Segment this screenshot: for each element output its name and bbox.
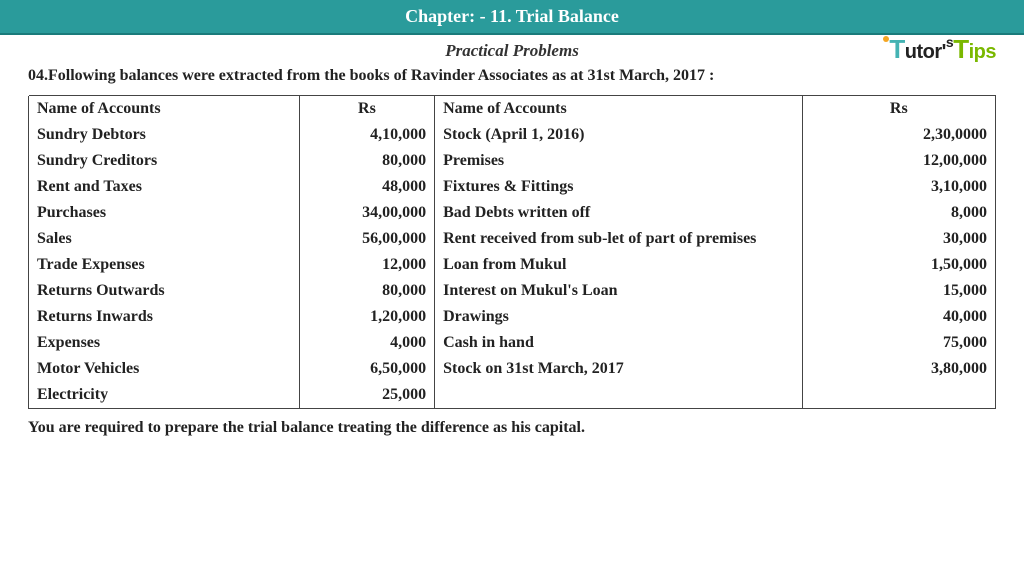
account-name-right: Loan from Mukul — [435, 252, 802, 278]
account-name-left: Returns Inwards — [29, 304, 300, 330]
account-value-left: 34,00,000 — [299, 200, 434, 226]
table-row: Motor Vehicles6,50,000Stock on 31st Marc… — [29, 356, 996, 382]
account-name-left: Motor Vehicles — [29, 356, 300, 382]
footer-instruction: You are required to prepare the trial ba… — [0, 409, 1024, 437]
account-value-left: 1,20,000 — [299, 304, 434, 330]
table-header-row: Name of Accounts Rs Name of Accounts Rs — [29, 96, 996, 122]
account-value-left: 4,10,000 — [299, 122, 434, 148]
account-value-right: 2,30,0000 — [802, 122, 995, 148]
table-row: Sundry Debtors4,10,000Stock (April 1, 20… — [29, 122, 996, 148]
account-value-right: 12,00,000 — [802, 148, 995, 174]
header-rs2: Rs — [802, 96, 995, 122]
logo-t2: T — [953, 34, 968, 64]
table-row: Returns Outwards80,000Interest on Mukul'… — [29, 278, 996, 304]
table-row: Trade Expenses12,000Loan from Mukul1,50,… — [29, 252, 996, 278]
account-value-left: 56,00,000 — [299, 226, 434, 252]
account-value-left: 80,000 — [299, 278, 434, 304]
account-name-left: Expenses — [29, 330, 300, 356]
account-name-left: Returns Outwards — [29, 278, 300, 304]
account-value-left: 12,000 — [299, 252, 434, 278]
account-value-right: 75,000 — [802, 330, 995, 356]
account-name-right: Premises — [435, 148, 802, 174]
account-value-left: 80,000 — [299, 148, 434, 174]
account-name-left: Sundry Creditors — [29, 148, 300, 174]
account-name-right: Stock (April 1, 2016) — [435, 122, 802, 148]
question-text: 04.Following balances were extracted fro… — [0, 63, 1024, 95]
table-row: Sales56,00,000Rent received from sub-let… — [29, 226, 996, 252]
logo-ips: ips — [969, 41, 996, 63]
table-row: Expenses4,000Cash in hand75,000 — [29, 330, 996, 356]
account-name-left: Purchases — [29, 200, 300, 226]
header-name2: Name of Accounts — [435, 96, 802, 122]
account-name-left: Sales — [29, 226, 300, 252]
table-row: Rent and Taxes48,000Fixtures & Fittings3… — [29, 174, 996, 200]
account-value-right: 15,000 — [802, 278, 995, 304]
account-name-right: Rent received from sub-let of part of pr… — [435, 226, 802, 252]
logo-t1: T — [889, 34, 904, 64]
table-row: Returns Inwards1,20,000Drawings40,000 — [29, 304, 996, 330]
account-name-right: Fixtures & Fittings — [435, 174, 802, 200]
account-name-left: Electricity — [29, 382, 300, 409]
account-name-right: Cash in hand — [435, 330, 802, 356]
account-value-right: 8,000 — [802, 200, 995, 226]
table-row: Sundry Creditors80,000Premises12,00,000 — [29, 148, 996, 174]
account-value-right — [802, 382, 995, 409]
balances-table: Name of Accounts Rs Name of Accounts Rs … — [28, 95, 996, 409]
account-value-right: 3,10,000 — [802, 174, 995, 200]
account-name-left: Rent and Taxes — [29, 174, 300, 200]
tutors-tips-logo: Tutor'sTips — [883, 34, 996, 65]
account-value-right: 40,000 — [802, 304, 995, 330]
chapter-header: Chapter: - 11. Trial Balance — [0, 0, 1024, 35]
account-value-right: 3,80,000 — [802, 356, 995, 382]
account-value-left: 25,000 — [299, 382, 434, 409]
logo-utor: utor' — [905, 41, 946, 63]
account-value-left: 4,000 — [299, 330, 434, 356]
account-name-right: Drawings — [435, 304, 802, 330]
subtitle: Practical Problems — [0, 35, 1024, 63]
account-name-right: Bad Debts written off — [435, 200, 802, 226]
table-row: Purchases34,00,000Bad Debts written off8… — [29, 200, 996, 226]
account-name-right: Stock on 31st March, 2017 — [435, 356, 802, 382]
table-row: Electricity25,000 — [29, 382, 996, 409]
header-name1: Name of Accounts — [29, 96, 300, 122]
account-name-left: Trade Expenses — [29, 252, 300, 278]
account-value-left: 48,000 — [299, 174, 434, 200]
account-value-right: 30,000 — [802, 226, 995, 252]
account-name-right — [435, 382, 802, 409]
account-value-right: 1,50,000 — [802, 252, 995, 278]
header-rs1: Rs — [299, 96, 434, 122]
account-name-right: Interest on Mukul's Loan — [435, 278, 802, 304]
account-value-left: 6,50,000 — [299, 356, 434, 382]
account-name-left: Sundry Debtors — [29, 122, 300, 148]
